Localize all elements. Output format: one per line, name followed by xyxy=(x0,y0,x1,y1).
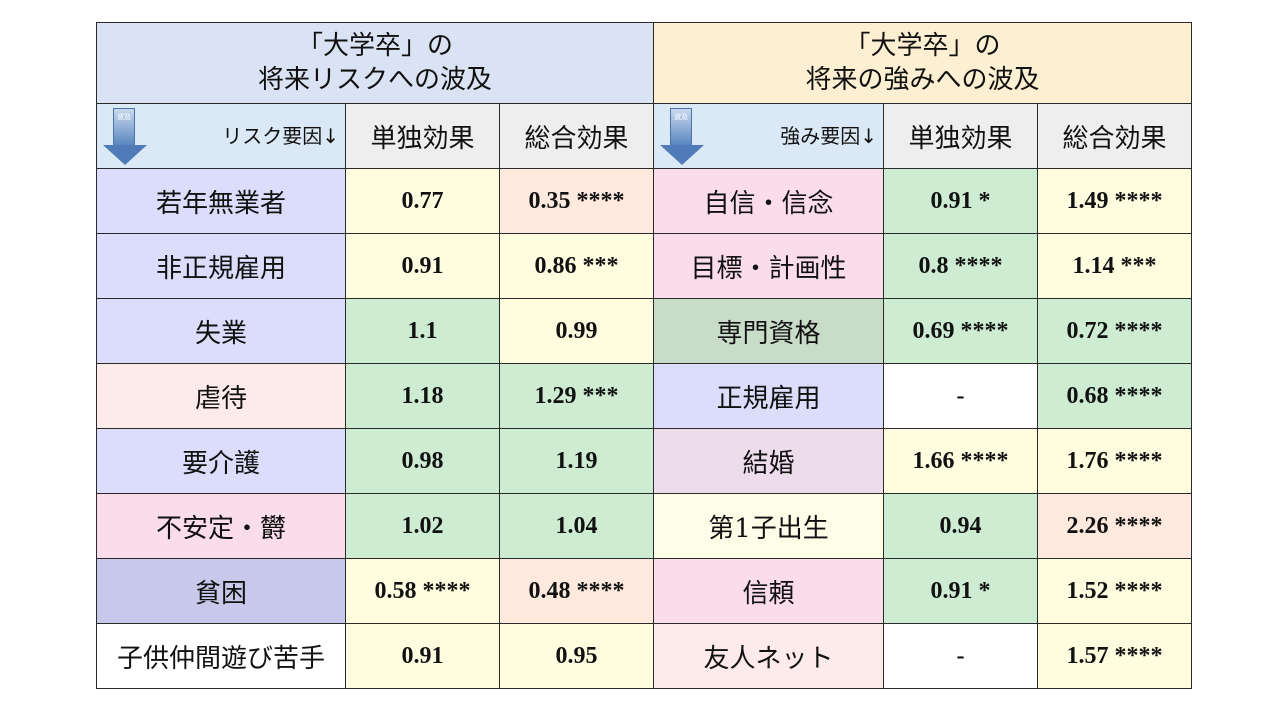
risk-total-effect-header: 総合効果 xyxy=(498,103,655,169)
arrow-head-icon xyxy=(660,145,705,165)
risk-factor-cell: 貧困 xyxy=(96,558,346,624)
table-row: 子供仲間遊び苦手 0.91 0.95 友人ネット -1.57 **** xyxy=(96,623,1193,689)
risk-single-effect-cell: 0.98 xyxy=(345,428,500,494)
risk-single-effect-cell: 1.02 xyxy=(345,493,500,559)
table-row: 若年無業者 0.77 0.35 **** 自信・信念 0.91 * 1.49 **** xyxy=(96,168,1193,234)
risk-total-effect-cell: 0.99 xyxy=(498,298,655,364)
risk-single-effect-cell: 0.91 xyxy=(345,233,500,299)
table-row: 要介護 0.98 1.19 結婚 1.66 **** 1.76 **** xyxy=(96,428,1193,494)
risk-header: 「大学卒」の 将来リスクへの波及 xyxy=(95,22,655,104)
strength-header: 「大学卒」の 将来の強みへの波及 xyxy=(653,22,1193,104)
strength-single-effect-cell: 0.8 **** xyxy=(883,233,1039,299)
strength-factor-cell: 目標・計画性 xyxy=(653,233,885,299)
risk-single-effect-cell: 1.18 xyxy=(345,363,500,429)
strength-single-effect-cell: 0.91 * xyxy=(883,168,1039,234)
table-row: 不安定・欝 1.02 1.04 第1子出生 0.94 2.26 **** xyxy=(96,493,1193,559)
risk-factor-cell: 子供仲間遊び苦手 xyxy=(96,623,346,689)
risk-single-effect-cell: 0.77 xyxy=(345,168,500,234)
risk-factor-label: リスク要因↓ xyxy=(222,124,339,148)
strength-factor-label: 強み要因↓ xyxy=(780,124,878,148)
down-arrow-icon: 波及 xyxy=(103,108,149,166)
strength-factor-cell: 友人ネット xyxy=(653,623,885,689)
strength-single-effect-cell: 0.94 xyxy=(883,493,1039,559)
arrow-label: 波及 xyxy=(113,108,135,146)
risk-header-line1: 「大学卒」の xyxy=(297,31,454,61)
strength-factor-cell: 第1子出生 xyxy=(653,493,885,559)
risk-total-effect-cell: 0.95 xyxy=(498,623,655,689)
risk-total-effect-cell: 1.04 xyxy=(498,493,655,559)
strength-total-effect-cell: 0.72 **** xyxy=(1037,298,1193,364)
table-row: 虐待 1.18 1.29 *** 正規雇用 -0.68 **** xyxy=(96,363,1193,429)
risk-total-effect-cell: 1.29 *** xyxy=(498,363,655,429)
strength-total-effect-cell: 1.76 **** xyxy=(1037,428,1193,494)
strength-total-effect-cell: 0.68 **** xyxy=(1037,363,1193,429)
risk-factor-cell: 不安定・欝 xyxy=(96,493,346,559)
risk-header-line2: 将来リスクへの波及 xyxy=(258,65,493,95)
strength-single-effect-cell: 0.91 * xyxy=(883,558,1039,624)
risk-single-effect-cell: 0.58 **** xyxy=(345,558,500,624)
strength-factor-cell: 自信・信念 xyxy=(653,168,885,234)
table-row: 失業 1.1 0.99 専門資格 0.69 **** 0.72 **** xyxy=(96,298,1193,364)
strength-single-effect-cell: - xyxy=(883,363,1039,429)
risk-factor-cell: 虐待 xyxy=(96,363,346,429)
strength-factor-cell: 信頼 xyxy=(653,558,885,624)
strength-total-effect-cell: 2.26 **** xyxy=(1037,493,1193,559)
down-arrow-icon: 波及 xyxy=(660,108,706,166)
table-row: 非正規雇用 0.91 0.86 *** 目標・計画性 0.8 **** 1.14 *** xyxy=(96,233,1193,299)
risk-factor-cell: 若年無業者 xyxy=(96,168,346,234)
risk-factor-cell: 要介護 xyxy=(96,428,346,494)
strength-single-effect-cell: - xyxy=(883,623,1039,689)
table-row: 貧困 0.58 **** 0.48 **** 信頼 0.91 * 1.52 **** xyxy=(96,558,1193,624)
strength-single-effect-header: 単独効果 xyxy=(883,103,1039,169)
risk-total-effect-cell: 0.48 **** xyxy=(498,558,655,624)
strength-header-line1: 「大学卒」の xyxy=(844,31,1001,61)
strength-total-effect-header: 総合効果 xyxy=(1037,103,1193,169)
strength-total-effect-cell: 1.52 **** xyxy=(1037,558,1193,624)
effects-table: 「大学卒」の 将来リスクへの波及 「大学卒」の 将来の強みへの波及 波及 リスク… xyxy=(95,22,1193,689)
risk-total-effect-cell: 1.19 xyxy=(498,428,655,494)
arrow-head-icon xyxy=(103,145,147,165)
strength-total-effect-cell: 1.49 **** xyxy=(1037,168,1193,234)
risk-factor-cell: 非正規雇用 xyxy=(96,233,346,299)
risk-factor-cell: 失業 xyxy=(96,298,346,364)
subheader-row: 波及 リスク要因↓ 単独効果 総合効果 波及 強み要因↓ 単独効果 総合効果 xyxy=(96,103,1193,169)
strength-single-effect-cell: 0.69 **** xyxy=(883,298,1039,364)
arrow-label: 波及 xyxy=(670,108,693,146)
risk-single-effect-cell: 1.1 xyxy=(345,298,500,364)
strength-factor-cell: 専門資格 xyxy=(653,298,885,364)
risk-total-effect-cell: 0.86 *** xyxy=(498,233,655,299)
strength-factor-header: 波及 強み要因↓ xyxy=(653,103,885,169)
strength-header-line2: 将来の強みへの波及 xyxy=(805,65,1040,95)
strength-total-effect-cell: 1.14 *** xyxy=(1037,233,1193,299)
risk-total-effect-cell: 0.35 **** xyxy=(498,168,655,234)
header-row: 「大学卒」の 将来リスクへの波及 「大学卒」の 将来の強みへの波及 xyxy=(95,22,1193,104)
strength-factor-cell: 正規雇用 xyxy=(653,363,885,429)
risk-single-effect-cell: 0.91 xyxy=(345,623,500,689)
strength-factor-cell: 結婚 xyxy=(653,428,885,494)
strength-single-effect-cell: 1.66 **** xyxy=(883,428,1039,494)
risk-single-effect-header: 単独効果 xyxy=(345,103,500,169)
risk-factor-header: 波及 リスク要因↓ xyxy=(96,103,346,169)
strength-total-effect-cell: 1.57 **** xyxy=(1037,623,1193,689)
